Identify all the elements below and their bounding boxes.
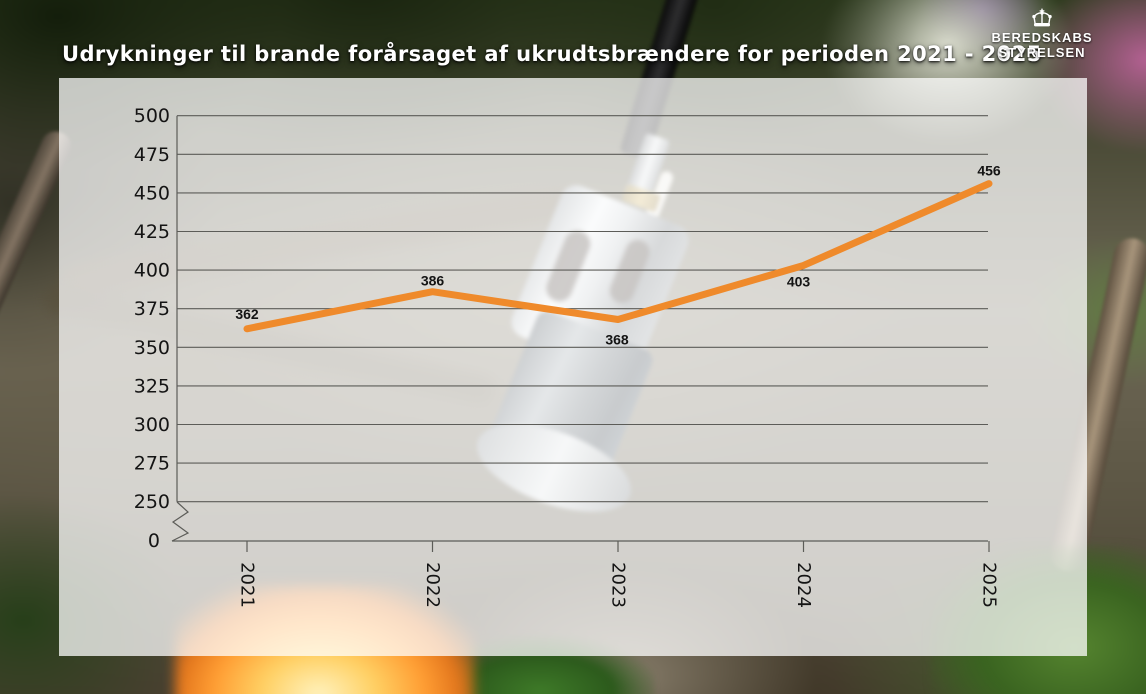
x-tick-label: 2025 <box>978 562 999 608</box>
x-tick-label: 2021 <box>236 562 257 608</box>
data-point-label: 403 <box>787 273 811 289</box>
page-title: Udrykninger til brande forårsaget af ukr… <box>62 42 1042 66</box>
y-tick-label: 0 <box>148 530 160 552</box>
y-tick-label: 275 <box>134 453 170 475</box>
y-tick-label: 400 <box>134 260 170 282</box>
x-tick-label: 2022 <box>422 562 443 608</box>
data-point-label: 386 <box>421 273 445 289</box>
y-tick-label: 500 <box>134 105 170 127</box>
logo-line-2: STYRELSEN <box>998 45 1086 60</box>
y-tick-label: 250 <box>134 491 170 513</box>
logo-line-1: BEREDSKABS <box>991 30 1093 45</box>
agency-logo: BEREDSKABS STYRELSEN <box>984 8 1100 60</box>
data-line <box>243 180 993 333</box>
x-tick-label: 2023 <box>607 562 628 608</box>
crown-icon <box>1032 8 1052 27</box>
x-tick-label: 2024 <box>793 562 814 608</box>
chart-panel <box>59 78 1087 656</box>
y-tick-label: 325 <box>134 375 170 397</box>
y-tick-label: 475 <box>134 144 170 166</box>
y-tick-label: 425 <box>134 221 170 243</box>
y-tick-label: 375 <box>134 298 170 320</box>
axis-break-zigzag <box>171 501 190 542</box>
data-point-label: 456 <box>977 163 1001 179</box>
y-tick-label: 450 <box>134 182 170 204</box>
y-tick-label: 300 <box>134 414 170 436</box>
data-point-label: 362 <box>235 306 259 322</box>
y-tick-label: 350 <box>134 337 170 359</box>
data-point-label: 368 <box>605 332 629 348</box>
